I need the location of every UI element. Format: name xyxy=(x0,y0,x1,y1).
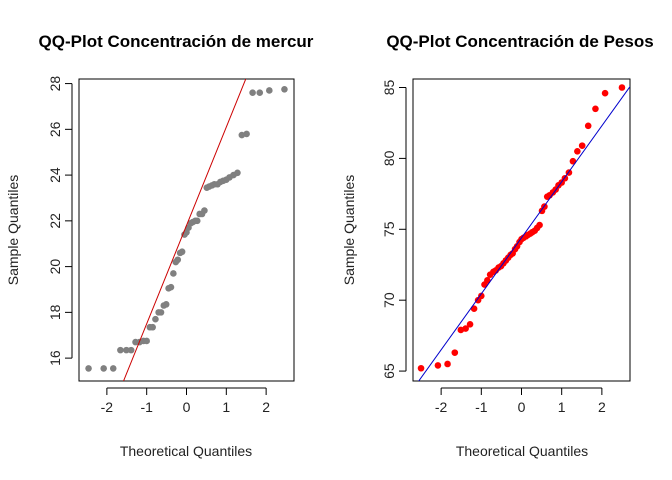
data-point xyxy=(170,270,177,277)
data-point xyxy=(162,301,170,308)
y-tick-label: 85 xyxy=(381,80,397,96)
x-tick-label: -1 xyxy=(475,399,488,415)
data-point xyxy=(109,365,117,372)
y-axis-label: Sample Quantiles xyxy=(341,175,357,286)
y-tick-label: 70 xyxy=(381,292,397,308)
data-point xyxy=(444,360,451,368)
qq-reference-line xyxy=(122,79,247,381)
data-point xyxy=(256,89,264,97)
data-point xyxy=(178,248,186,256)
data-point xyxy=(266,87,273,94)
data-point xyxy=(201,207,208,214)
data-point xyxy=(127,346,135,354)
qq-reference-line xyxy=(418,85,630,381)
data-point xyxy=(434,362,442,369)
data-point xyxy=(601,89,609,97)
y-axis-label: Sample Quantiles xyxy=(5,175,21,286)
data-point xyxy=(592,105,599,113)
data-point xyxy=(569,157,577,165)
data-point xyxy=(193,217,201,225)
x-tick-label: 0 xyxy=(183,399,191,415)
chart-title: QQ-Plot Concentración de mercur xyxy=(39,32,314,51)
x-tick-label: 1 xyxy=(558,399,566,415)
chart-title: QQ-Plot Concentración de Pesos xyxy=(386,32,653,51)
data-point xyxy=(578,142,586,149)
data-point xyxy=(281,85,288,93)
data-point xyxy=(149,323,156,331)
data-point xyxy=(85,365,92,372)
data-point xyxy=(249,89,256,97)
data-point xyxy=(484,277,491,284)
y-tick-label: 20 xyxy=(47,259,63,275)
data-point xyxy=(157,309,165,316)
data-point xyxy=(174,256,182,264)
x-tick-label: -1 xyxy=(140,399,153,415)
data-point xyxy=(167,283,175,291)
qq-plot-mercurio: QQ-Plot Concentración de mercur Theoreti… xyxy=(5,32,314,459)
data-point xyxy=(143,337,150,345)
y-tick-label: 80 xyxy=(381,150,397,166)
data-point xyxy=(536,221,543,229)
y-tick-label: 26 xyxy=(47,121,63,137)
y-tick-label: 24 xyxy=(47,167,63,183)
x-tick-label: 2 xyxy=(262,399,270,415)
data-point xyxy=(584,122,592,130)
data-point xyxy=(466,320,474,328)
y-tick-label: 75 xyxy=(381,221,397,237)
x-tick-label: 2 xyxy=(598,399,606,415)
data-point xyxy=(618,84,626,91)
x-tick-label: -2 xyxy=(435,399,448,415)
x-axis-label: Theoretical Quantiles xyxy=(120,443,252,459)
x-tick-label: -2 xyxy=(101,399,114,415)
plot-frame xyxy=(78,78,295,382)
x-tick-label: 1 xyxy=(222,399,230,415)
data-point xyxy=(123,346,130,354)
data-point xyxy=(234,169,241,177)
y-tick-label: 22 xyxy=(47,213,63,229)
y-tick-label: 18 xyxy=(47,304,63,320)
data-point xyxy=(451,349,459,356)
data-point xyxy=(417,364,425,372)
data-point xyxy=(478,292,485,300)
data-point xyxy=(100,365,107,372)
qq-plot-pesos: QQ-Plot Concentración de Pesos Theoretic… xyxy=(341,32,654,459)
y-tick-label: 16 xyxy=(47,350,63,366)
data-point xyxy=(574,148,581,155)
data-point xyxy=(117,346,124,354)
data-point xyxy=(152,315,159,323)
plot-frame xyxy=(412,78,631,382)
data-point xyxy=(243,130,250,138)
x-tick-label: 0 xyxy=(518,399,526,415)
y-tick-label: 65 xyxy=(381,363,397,379)
x-axis-label: Theoretical Quantiles xyxy=(456,443,588,459)
data-point xyxy=(462,325,469,332)
y-tick-label: 28 xyxy=(47,76,63,92)
